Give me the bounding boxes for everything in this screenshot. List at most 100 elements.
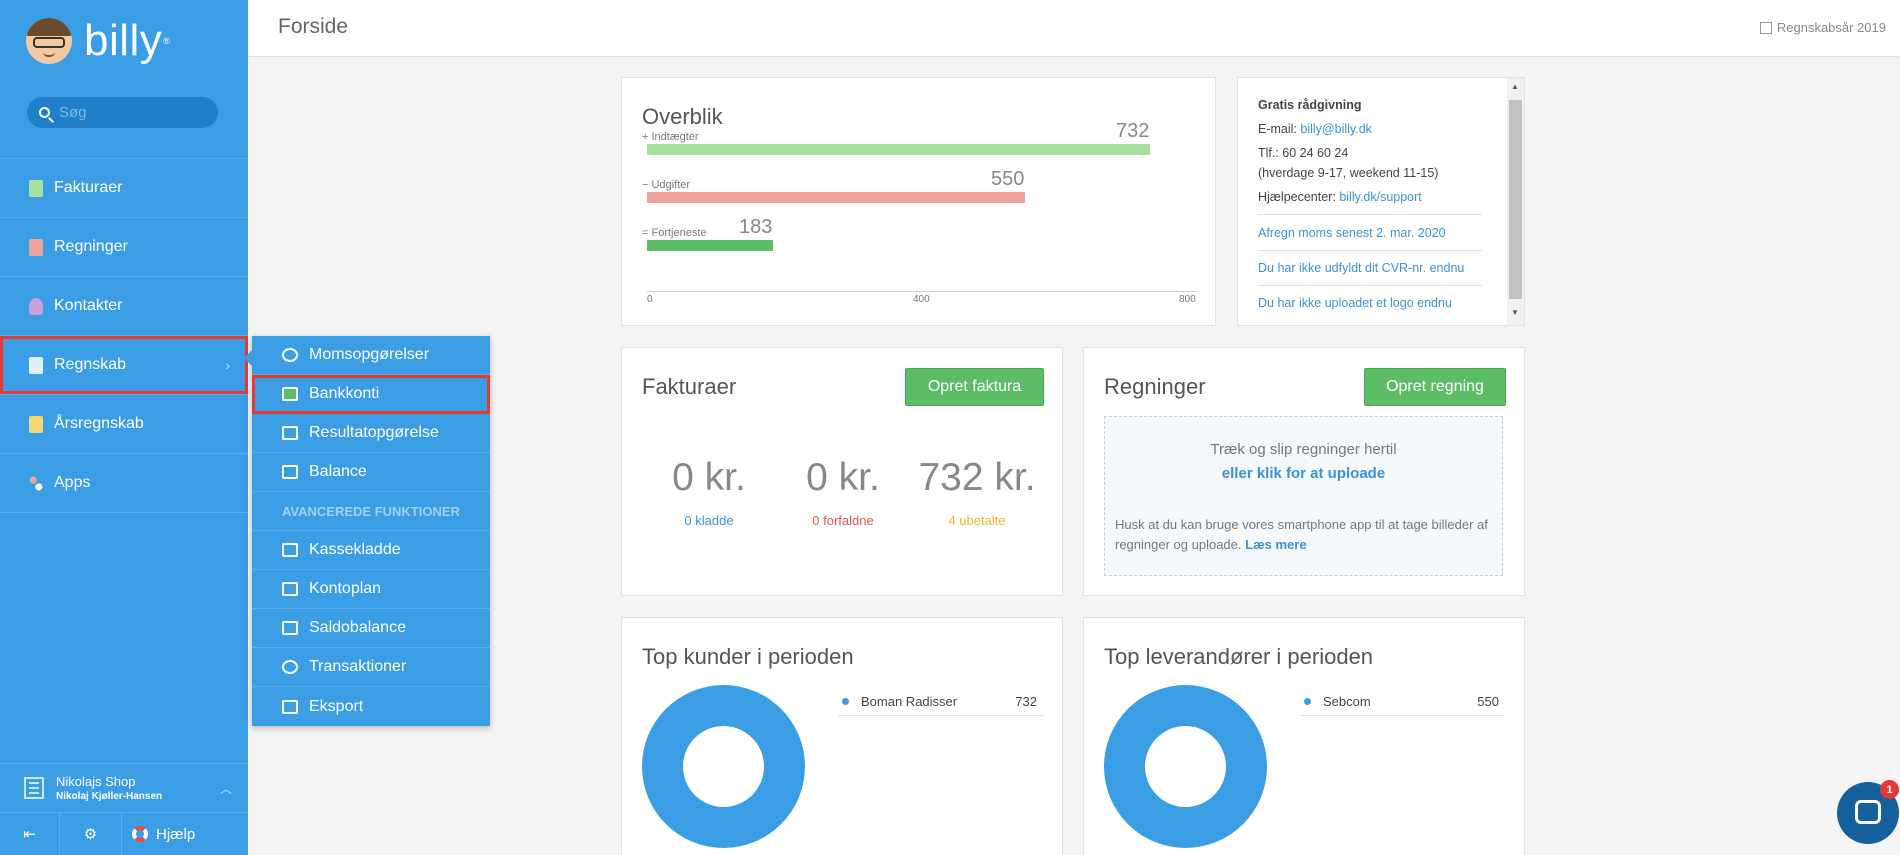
bills-card: Regninger Opret regning Træk og slip reg… [1083, 347, 1525, 596]
scroll-down-icon[interactable]: ▼ [1511, 308, 1519, 317]
transactions-icon [282, 660, 298, 674]
submenu-item-kontoplan[interactable]: Kontoplan [252, 570, 490, 609]
email-link[interactable]: billy@billy.dk [1300, 122, 1372, 136]
pie-icon [282, 348, 298, 362]
lifebuoy-icon [132, 826, 148, 842]
customer-row[interactable]: Boman Radisser 732 [838, 688, 1043, 716]
regnskab-submenu: Momsopgørelser Bankkonti Resultatopgørel… [244, 336, 490, 726]
draft-count-link[interactable]: 0 kladde [684, 513, 734, 528]
sidebar-item-fakturaer[interactable]: Fakturaer [0, 159, 248, 217]
upload-link[interactable]: eller klik for at uploade [1221, 465, 1386, 482]
customer-value: 732 [1015, 694, 1037, 709]
supplier-name: Sebcom [1323, 694, 1371, 709]
sidebar-item-regnskab[interactable]: Regnskab › [0, 336, 248, 394]
settings-button[interactable]: ⚙ [60, 812, 122, 855]
advanced-functions-heading: AVANCEREDE FUNKTIONER [252, 492, 490, 531]
submenu-item-transaktioner[interactable]: Transaktioner [252, 648, 490, 687]
supplier-row[interactable]: Sebcom 550 [1300, 688, 1505, 716]
billy-logo[interactable]: billy ® [26, 18, 170, 64]
top-suppliers-title: Top leverandører i perioden [1104, 644, 1374, 669]
logo-text: billy [84, 16, 163, 65]
supplier-value: 550 [1477, 694, 1499, 709]
sidebar-item-kontakter[interactable]: Kontakter [0, 277, 248, 335]
logo-missing-link[interactable]: Du har ikke uploadet et logo endnu [1258, 296, 1452, 310]
organization-switcher[interactable]: Nikolajs Shop Nikolaj Kjøller-Hansen ︿ [0, 763, 248, 811]
help-center-label: Hjælpecenter: [1258, 190, 1336, 204]
sidebar-item-aarsregnskab[interactable]: Årsregnskab [0, 395, 248, 453]
sidebar-item-label: Apps [54, 474, 91, 491]
vat-deadline-link[interactable]: Afregn moms senest 2. mar. 2020 [1258, 226, 1446, 240]
draft-amount: 0 kr. [672, 456, 746, 499]
scrollbar-thumb[interactable] [1509, 100, 1522, 299]
page-title: Forside [278, 15, 349, 38]
bar-2 [647, 240, 773, 251]
submenu-item-saldobalance[interactable]: Saldobalance [252, 609, 490, 648]
trial-balance-icon [282, 621, 298, 635]
bill-upload-dropzone[interactable]: Træk og slip regninger hertil eller klik… [1104, 416, 1503, 576]
app-hint-text: Husk at du kan bruge vores smartphone ap… [1115, 517, 1488, 552]
help-button[interactable]: Hjælp [122, 813, 248, 855]
submenu-item-label: Kassekladde [309, 541, 401, 558]
submenu-item-eksport[interactable]: Eksport [252, 687, 490, 726]
sidebar-item-label: Kontakter [54, 297, 123, 314]
top-suppliers-donut [1104, 685, 1267, 848]
tick-label-2: 800 [1179, 294, 1196, 305]
drop-text: Træk og slip regninger hertil [1210, 441, 1397, 458]
invoice-icon [29, 179, 43, 197]
scroll-up-icon[interactable]: ▲ [1511, 82, 1519, 91]
logout-button[interactable]: ⇤ [0, 812, 60, 855]
export-icon [282, 699, 298, 714]
unpaid-amount: 732 kr. [918, 456, 1036, 499]
create-bill-button[interactable]: Opret regning [1364, 368, 1506, 406]
sidebar-item-label: Fakturaer [54, 179, 123, 196]
tick-label-0: 0 [647, 294, 653, 305]
building-icon [24, 776, 44, 799]
chat-icon [1855, 800, 1881, 824]
info-card: Gratis rådgivning E-mail: billy@billy.dk… [1237, 77, 1525, 326]
chat-notification-badge: 1 [1880, 780, 1899, 799]
create-invoice-button[interactable]: Opret faktura [905, 368, 1044, 406]
chevron-right-icon: › [225, 357, 230, 373]
submenu-item-kassekladde[interactable]: Kassekladde [252, 531, 490, 570]
sidebar-footer: ⇤ ⚙ Hjælp [0, 812, 248, 855]
overview-title: Overblik [642, 104, 723, 129]
sidebar: billy ® Fakturaer Regninger Kontakter Re… [0, 0, 248, 855]
bills-title: Regninger [1104, 374, 1206, 399]
gear-icon: ⚙ [83, 826, 98, 843]
chat-launcher-button[interactable]: 1 [1837, 780, 1899, 844]
fiscal-year-selector[interactable]: Regnskabsår 2019 [1759, 20, 1886, 35]
invoices-title: Fakturaer [642, 374, 737, 399]
search-box[interactable] [27, 97, 218, 128]
help-center-link[interactable]: billy.dk/support [1339, 190, 1422, 204]
app-hint: Husk at du kan bruge vores smartphone ap… [1115, 515, 1495, 555]
submenu-item-momsopgorelser[interactable]: Momsopgørelser [252, 336, 490, 375]
submenu-item-label: Momsopgørelser [309, 346, 430, 363]
submenu-item-label: Saldobalance [309, 619, 406, 636]
tick-label-1: 400 [913, 294, 930, 305]
logout-icon: ⇤ [23, 826, 36, 843]
balance-icon [282, 465, 298, 479]
apps-icon [29, 474, 43, 492]
sidebar-item-regninger[interactable]: Regninger [0, 218, 248, 276]
read-more-link[interactable]: Læs mere [1245, 537, 1307, 552]
search-input[interactable] [59, 104, 209, 121]
contact-icon [29, 297, 43, 315]
billy-mascot-icon [26, 18, 72, 64]
info-scrollbar[interactable]: ▲ ▼ [1507, 78, 1524, 325]
submenu-item-resultatopgorelse[interactable]: Resultatopgørelse [252, 414, 490, 453]
cvr-missing-link[interactable]: Du har ikke udfyldt dit CVR-nr. endnu [1258, 261, 1465, 275]
sidebar-item-apps[interactable]: Apps [0, 454, 248, 512]
result-icon [282, 426, 298, 440]
sidebar-item-label: Regninger [54, 238, 128, 255]
org-name: Nikolajs Shop [56, 773, 136, 789]
top-customers-donut [642, 685, 805, 848]
submenu-item-balance[interactable]: Balance [252, 453, 490, 492]
overview-card: Overblik + Indtægter 732 − Udgifter 550 = Fo… [621, 77, 1216, 326]
submenu-item-bankkonti[interactable]: Bankkonti [252, 375, 490, 414]
bar-label-2: = Fortjeneste [642, 227, 707, 239]
unpaid-count-link[interactable]: 4 ubetalte [948, 513, 1006, 528]
email-label: E-mail: [1258, 122, 1297, 136]
journal-icon [282, 543, 298, 557]
overdue-count-link[interactable]: 0 forfaldne [812, 513, 874, 528]
info-help: Hjælpecenter: billy.dk/support [1258, 190, 1422, 204]
